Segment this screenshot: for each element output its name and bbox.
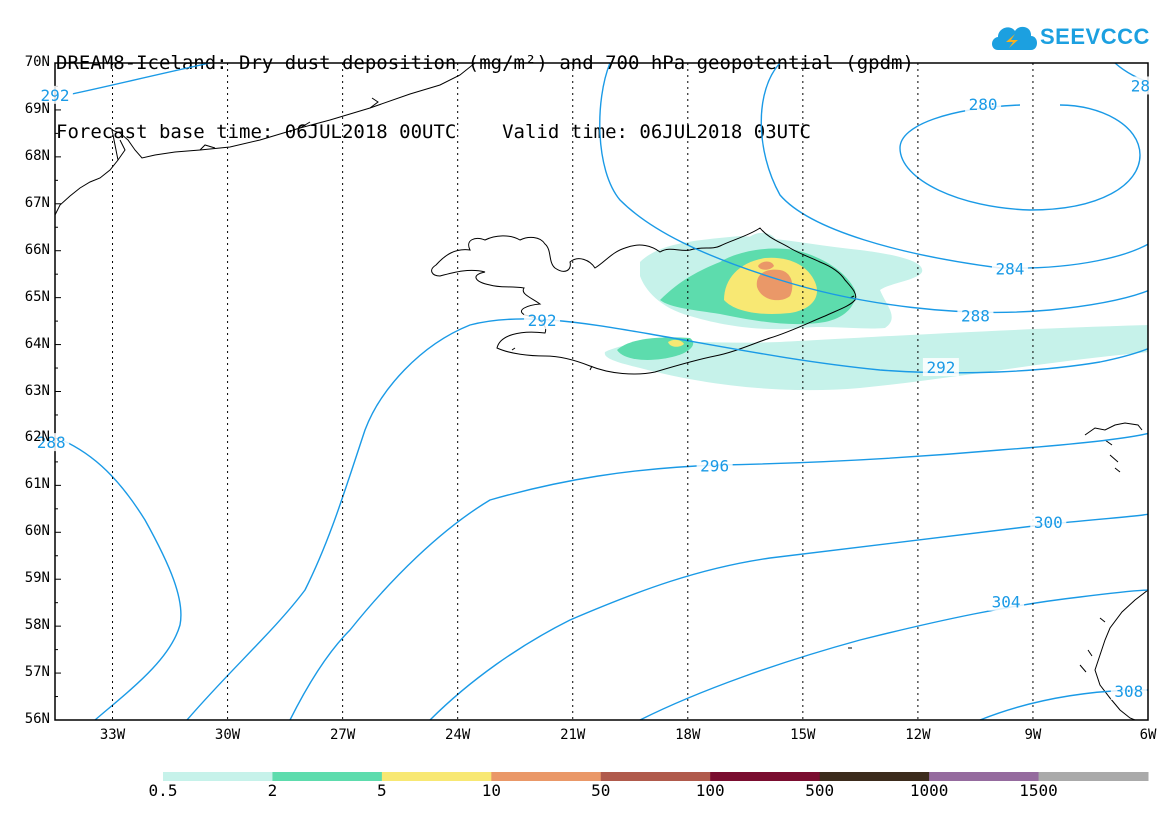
lon-label-18w: 18W bbox=[675, 727, 701, 743]
lon-label-9w: 9W bbox=[1024, 727, 1042, 743]
contour-280 bbox=[899, 104, 1141, 211]
greenland-coast bbox=[55, 63, 476, 216]
contour-label-bg bbox=[965, 95, 1002, 114]
contour-label-bg bbox=[988, 592, 1025, 611]
legend-swatch-0 bbox=[163, 772, 273, 781]
lon-grid-lines bbox=[112, 63, 1034, 720]
logo-text: SEEVCCC bbox=[1040, 24, 1150, 49]
faroe-islands bbox=[1084, 422, 1143, 473]
contour-label-288: 288 bbox=[37, 433, 66, 452]
lat-label-64n: 64N bbox=[24, 335, 50, 352]
geopotential-contours bbox=[61, 63, 1148, 720]
legend-label: 1000 bbox=[909, 781, 949, 800]
map-frame bbox=[54, 62, 1149, 721]
lat-label-58n: 58N bbox=[24, 617, 50, 634]
dust-0.5-east-plume bbox=[604, 325, 1148, 391]
contour-label-bg bbox=[1110, 681, 1147, 700]
lat-label-69n: 69N bbox=[24, 100, 50, 117]
contour-label-292: 292 bbox=[41, 86, 70, 105]
dust-deposition-shading bbox=[604, 232, 1148, 391]
lon-label-33w: 33W bbox=[99, 727, 126, 743]
contour-label-bg bbox=[33, 433, 70, 452]
legend-label: 1500 bbox=[1019, 781, 1058, 800]
contour-label-bg bbox=[524, 311, 561, 330]
iceland-coast bbox=[431, 227, 857, 375]
legend-swatch-5 bbox=[710, 772, 821, 781]
lon-label-15w: 15W bbox=[790, 727, 816, 743]
legend-label: 2 bbox=[267, 781, 278, 800]
contour-label-bg bbox=[922, 358, 959, 377]
legend-swatch-8 bbox=[1038, 772, 1149, 781]
legend-swatch-7 bbox=[929, 772, 1040, 781]
lon-label-24w: 24W bbox=[445, 727, 471, 743]
contour-label-bg bbox=[1030, 512, 1067, 531]
contour-labels: 292 28 280 284 288 292 292 296 300 304 288 308 bbox=[33, 76, 1154, 701]
legend-label: 100 bbox=[695, 781, 725, 800]
legend-label: 0.5 bbox=[148, 781, 178, 800]
contour-label-28: 28 bbox=[1131, 76, 1150, 95]
legend-label: 50 bbox=[591, 781, 611, 800]
contour-300 bbox=[429, 513, 1148, 720]
contour-284 bbox=[760, 63, 1148, 269]
lat-label-65n: 65N bbox=[24, 288, 50, 305]
lat-label-70n: 70N bbox=[24, 54, 50, 70]
contour-296 bbox=[289, 432, 1148, 720]
contour-label-bg bbox=[696, 456, 733, 475]
lon-label-6w: 6W bbox=[1139, 727, 1157, 743]
lon-label-27w: 27W bbox=[329, 727, 356, 743]
legend-color-bar bbox=[163, 772, 1149, 781]
dust-10-north bbox=[758, 261, 774, 270]
contour-label-bg bbox=[991, 259, 1028, 278]
contour-292-northwest bbox=[71, 63, 211, 95]
contour-304 bbox=[639, 589, 1148, 720]
lat-label-63n: 63N bbox=[24, 382, 50, 399]
contour-label-288: 288 bbox=[961, 306, 990, 325]
contour-label-308: 308 bbox=[1114, 682, 1143, 701]
legend-swatch-3 bbox=[491, 772, 602, 781]
legend-swatch-2 bbox=[381, 772, 492, 781]
legend-label: 5 bbox=[377, 781, 387, 800]
axis-ticks bbox=[55, 62, 61, 721]
lon-label-30w: 30W bbox=[214, 727, 241, 743]
legend-label: 10 bbox=[481, 781, 501, 800]
scotland-coast bbox=[1094, 589, 1148, 720]
dust-5-spot bbox=[668, 339, 684, 347]
lat-label-67n: 67N bbox=[24, 194, 50, 211]
contour-288-north bbox=[599, 63, 1148, 314]
contour-label-284: 284 bbox=[995, 259, 1024, 278]
lat-label-68n: 68N bbox=[24, 147, 50, 164]
legend-swatch-1 bbox=[272, 772, 383, 781]
contour-288-west bbox=[61, 439, 182, 720]
lon-label-21w: 21W bbox=[560, 727, 586, 743]
scotland-islands bbox=[848, 617, 1106, 673]
greenland-fjords bbox=[117, 97, 379, 161]
lat-label-66n: 66N bbox=[24, 241, 50, 258]
cloud-logo-icon bbox=[992, 26, 1037, 50]
contour-label-280: 280 bbox=[969, 95, 998, 114]
dust-10-core bbox=[756, 269, 793, 301]
contour-label-296: 296 bbox=[700, 457, 729, 476]
lat-label-56n: 56N bbox=[24, 711, 50, 727]
contour-292 bbox=[186, 318, 1148, 720]
lat-label-61n: 61N bbox=[24, 476, 50, 493]
lat-label-57n: 57N bbox=[24, 664, 50, 681]
lon-label-12w: 12W bbox=[905, 727, 931, 743]
contour-label-bg bbox=[957, 306, 994, 325]
legend-label: 500 bbox=[805, 781, 835, 800]
contour-label-292: 292 bbox=[926, 358, 955, 377]
lat-label-59n: 59N bbox=[24, 570, 50, 587]
coastlines bbox=[55, 63, 1148, 720]
legend-swatch-6 bbox=[819, 772, 930, 781]
lat-label-60n: 60N bbox=[24, 523, 50, 540]
contour-label-304: 304 bbox=[992, 593, 1021, 612]
legend-swatch-4 bbox=[600, 772, 711, 781]
contour-label-292: 292 bbox=[528, 311, 557, 330]
contour-label-bg bbox=[1127, 76, 1154, 95]
seevccc-logo: SEEVCCC bbox=[990, 18, 1150, 60]
lat-label-62n: 62N bbox=[24, 429, 50, 446]
contour-label-bg bbox=[37, 85, 73, 104]
contour-label-300: 300 bbox=[1034, 513, 1063, 532]
